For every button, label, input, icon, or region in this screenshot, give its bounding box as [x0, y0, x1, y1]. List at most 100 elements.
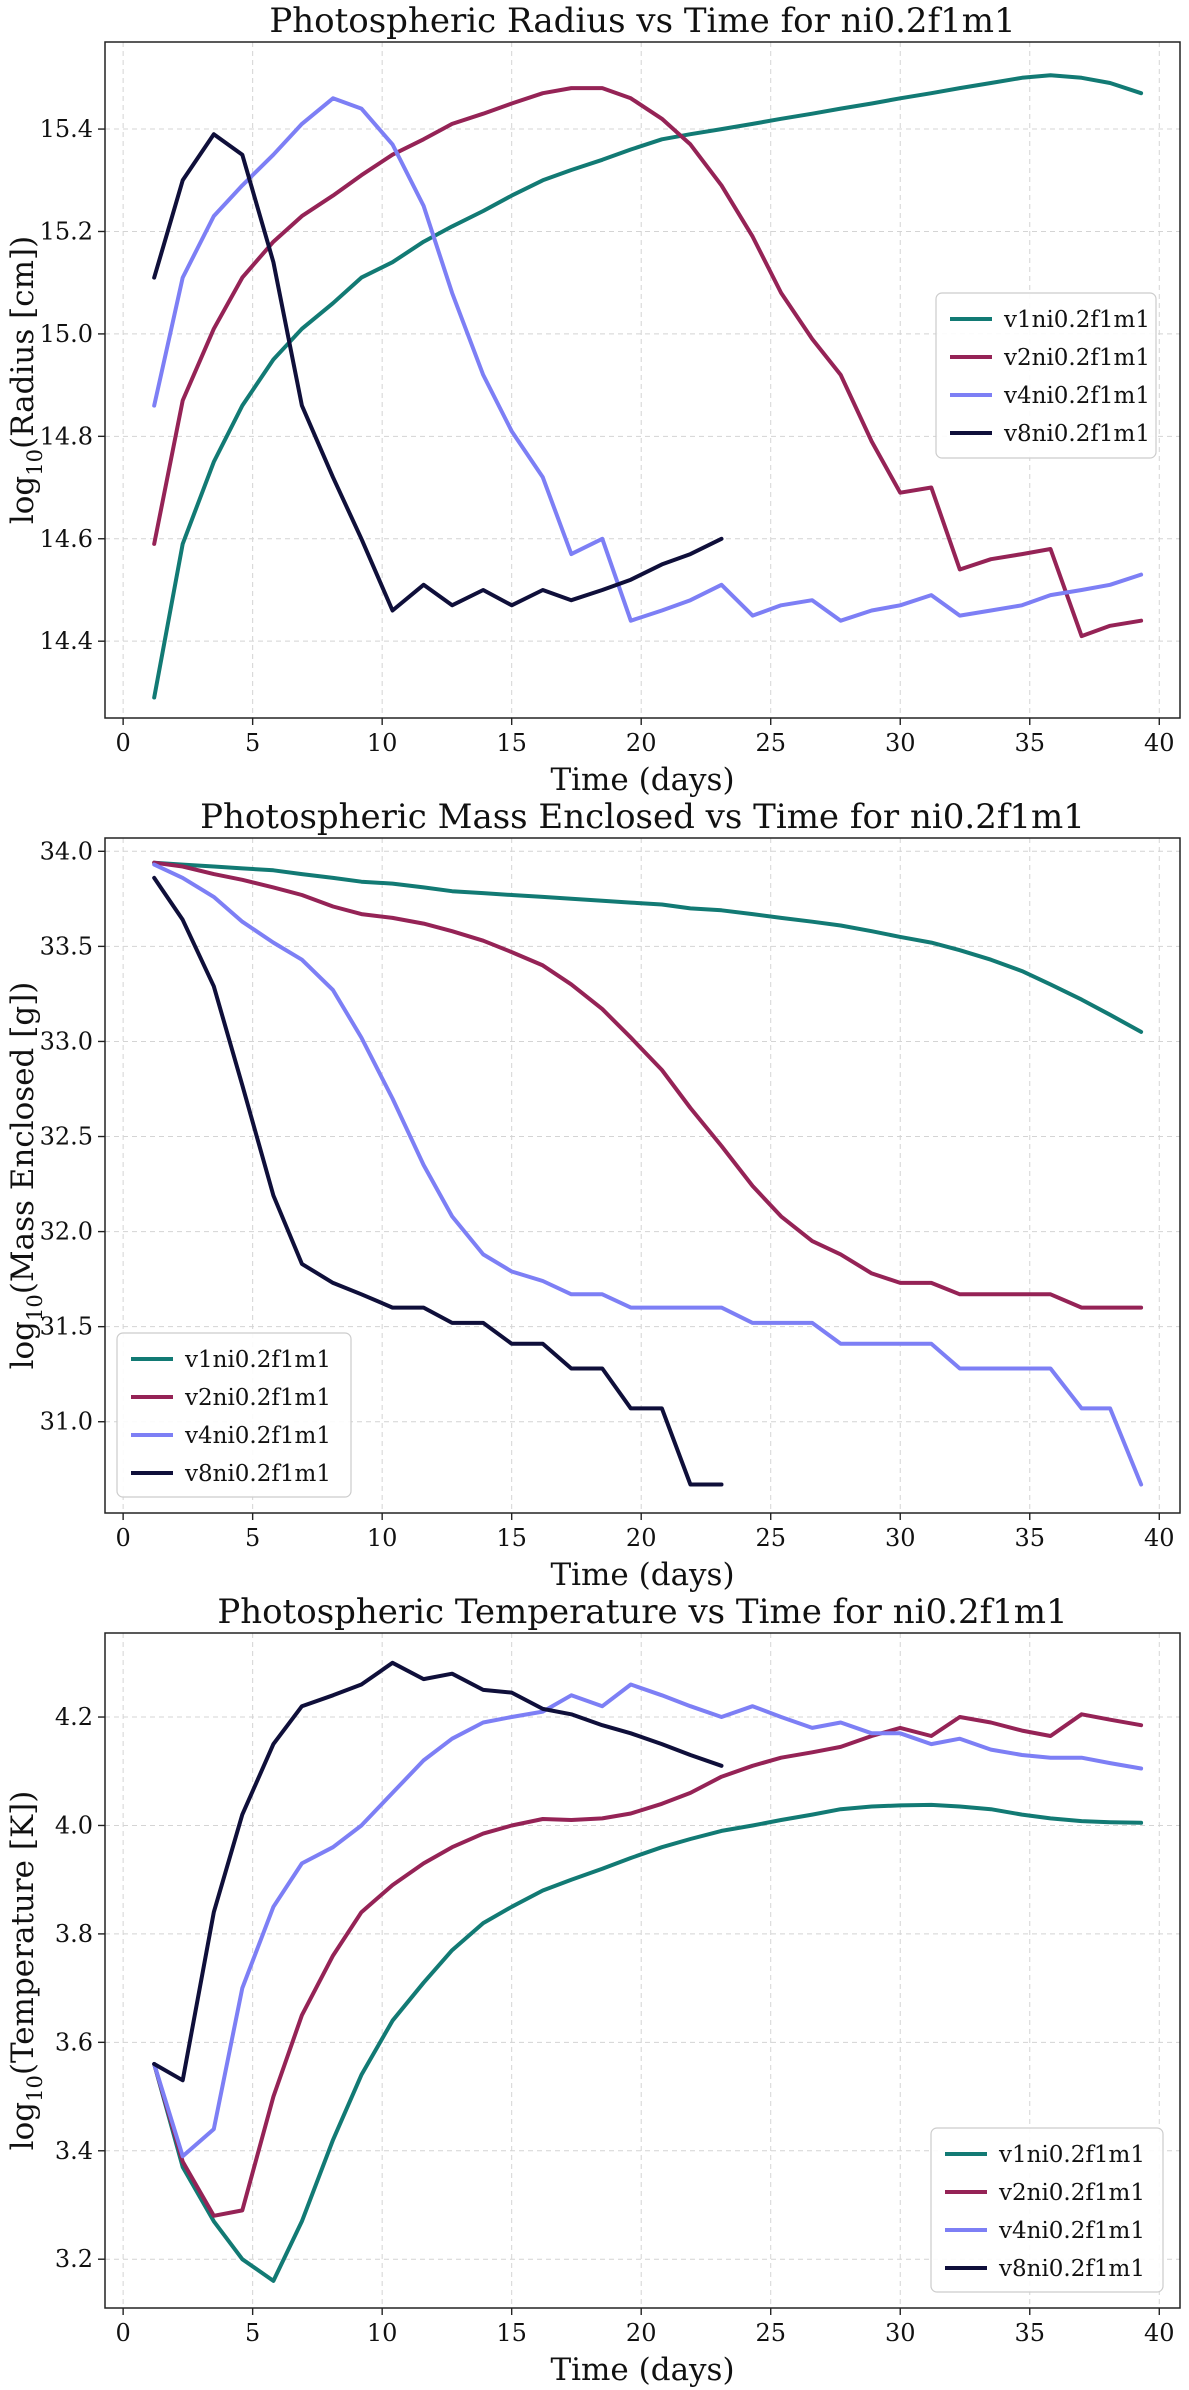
- x-tick-label: 15: [496, 2319, 527, 2347]
- x-tick-label: 20: [626, 2319, 657, 2347]
- x-tick-label: 10: [367, 1524, 398, 1552]
- x-tick-label: 40: [1144, 1524, 1175, 1552]
- legend-label: v1ni0.2f1m1: [1003, 307, 1150, 333]
- legend-label: v8ni0.2f1m1: [998, 2256, 1145, 2282]
- series-line-v4ni0.2f1m1: [152, 862, 1144, 1487]
- y-tick-label: 3.8: [55, 1920, 93, 1948]
- x-tick-label: 35: [1014, 2319, 1045, 2347]
- series-line-v2ni0.2f1m1: [152, 1712, 1144, 2218]
- y-tick-label: 4.2: [55, 1703, 93, 1731]
- x-tick-label: 35: [1014, 1524, 1045, 1552]
- legend: v1ni0.2f1m1 v2ni0.2f1m1 v4ni0.2f1m1 v8ni0.2…: [935, 292, 1157, 459]
- y-axis-label-quantity: (Temperature [K]): [5, 1791, 41, 2075]
- y-tick-label: 3.4: [55, 2137, 93, 2165]
- y-axis-label: log10(Mass Enclosed [g]): [5, 982, 47, 1370]
- x-tick-label: 5: [245, 2319, 260, 2347]
- chart-title: Photospheric Temperature vs Time for ni0…: [217, 1592, 1067, 1632]
- y-tick-label: 15.4: [40, 115, 93, 143]
- chart-panel-1: 0 5 10 15 20 25 30 35 40 14.4 14.6 14.8 15.0 15.2 15.4…: [5, 1, 1181, 798]
- grid: [105, 838, 1180, 1513]
- y-tick-label: 14.6: [40, 525, 93, 553]
- x-tick-label: 20: [626, 1524, 657, 1552]
- series-line-v8ni0.2f1m1: [152, 875, 724, 1487]
- x-axis-label: Time (days): [550, 762, 734, 798]
- plot-frame: [104, 837, 1181, 1514]
- x-tick-label: 25: [755, 729, 786, 757]
- y-tick-label: 15.0: [40, 320, 93, 348]
- y-axis-label-log: log: [5, 1321, 41, 1369]
- chart-title: Photospheric Radius vs Time for ni0.2f1m…: [269, 1, 1015, 41]
- y-axis-label-sub: 10: [23, 449, 47, 476]
- chart-title: Photospheric Mass Enclosed vs Time for n…: [200, 797, 1085, 837]
- series-line-v8ni0.2f1m1: [152, 1660, 724, 2083]
- chart-panel-2: 0 5 10 15 20 25 30 35 40 31.0 31.5 32.0 32.5 33.0 33.5…: [5, 797, 1181, 1593]
- x-tick-label: 10: [367, 729, 398, 757]
- x-tick-label: 15: [496, 1524, 527, 1552]
- legend-label: v1ni0.2f1m1: [998, 2142, 1145, 2168]
- legend-label: v2ni0.2f1m1: [1003, 345, 1150, 371]
- y-axis-label-log: log: [5, 476, 41, 524]
- legend-label: v8ni0.2f1m1: [1003, 421, 1150, 447]
- y-axis-label-sub: 10: [23, 1294, 47, 1321]
- series-line-v4ni0.2f1m1: [152, 96, 1144, 623]
- x-tick-label: 35: [1014, 729, 1045, 757]
- y-tick-label: 4.0: [55, 1811, 93, 1839]
- series-line-v2ni0.2f1m1: [152, 860, 1144, 1310]
- legend-label: v2ni0.2f1m1: [998, 2180, 1145, 2206]
- x-tick-label: 5: [245, 1524, 260, 1552]
- y-axis-label-quantity: (Mass Enclosed [g]): [5, 982, 41, 1295]
- x-axis-label: Time (days): [550, 2352, 734, 2388]
- y-tick-label: 32.0: [40, 1218, 93, 1246]
- legend-label: v4ni0.2f1m1: [1003, 383, 1150, 409]
- x-tick-label: 30: [885, 2319, 916, 2347]
- plot-frame: [104, 41, 1181, 719]
- series-line-v1ni0.2f1m1: [152, 1802, 1144, 2283]
- y-tick-label: 32.5: [40, 1123, 93, 1151]
- y-tick-label: 15.2: [40, 217, 93, 245]
- y-axis-label: log10(Temperature [K]): [5, 1791, 47, 2151]
- x-tick-label: 5: [245, 729, 260, 757]
- legend-box: [935, 292, 1157, 459]
- legend: v1ni0.2f1m1 v2ni0.2f1m1 v4ni0.2f1m1 v8ni0.2…: [116, 1332, 352, 1498]
- y-tick-label: 33.0: [40, 1027, 93, 1055]
- y-axis-label-quantity: (Radius [cm]): [5, 236, 41, 449]
- y-axis-label-sub: 10: [23, 2075, 47, 2102]
- y-tick-label: 3.6: [55, 2028, 93, 2056]
- x-tick-label: 0: [115, 2319, 130, 2347]
- series-line-v1ni0.2f1m1: [152, 860, 1144, 1034]
- legend: v1ni0.2f1m1 v2ni0.2f1m1 v4ni0.2f1m1 v8ni0.2…: [930, 2127, 1164, 2293]
- series-line-v2ni0.2f1m1: [152, 86, 1144, 639]
- series-line-v1ni0.2f1m1: [152, 73, 1144, 700]
- y-tick-label: 31.5: [40, 1313, 93, 1341]
- x-tick-label: 30: [885, 729, 916, 757]
- series-line-v4ni0.2f1m1: [152, 1682, 1144, 2159]
- series-line-v8ni0.2f1m1: [152, 132, 724, 613]
- y-tick-label: 34.0: [40, 837, 93, 865]
- x-tick-label: 20: [626, 729, 657, 757]
- legend-label: v1ni0.2f1m1: [184, 1347, 331, 1373]
- y-tick-label: 14.8: [40, 422, 93, 450]
- x-tick-label: 25: [755, 2319, 786, 2347]
- legend-label: v8ni0.2f1m1: [184, 1461, 331, 1487]
- x-tick-label: 25: [755, 1524, 786, 1552]
- legend-label: v4ni0.2f1m1: [184, 1423, 331, 1449]
- y-axis-label: log10(Radius [cm]): [5, 236, 47, 524]
- plot-frame: [104, 1632, 1181, 2309]
- y-axis-label-log: log: [5, 2102, 41, 2150]
- chart-panel-3: 0 5 10 15 20 25 30 35 40 3.2 3.4 3.6 3.8 4.0 4.2 Photos…: [5, 1592, 1181, 2388]
- legend-label: v2ni0.2f1m1: [184, 1385, 331, 1411]
- y-tick-label: 14.4: [40, 627, 93, 655]
- legend-label: v4ni0.2f1m1: [998, 2218, 1145, 2244]
- x-tick-label: 40: [1144, 2319, 1175, 2347]
- x-axis-label: Time (days): [550, 1557, 734, 1593]
- x-tick-label: 30: [885, 1524, 916, 1552]
- y-tick-label: 3.2: [55, 2245, 93, 2273]
- x-tick-label: 40: [1144, 729, 1175, 757]
- x-tick-label: 0: [115, 1524, 130, 1552]
- legend-box: [930, 2127, 1164, 2293]
- x-tick-label: 10: [367, 2319, 398, 2347]
- x-tick-label: 0: [115, 729, 130, 757]
- y-tick-label: 31.0: [40, 1408, 93, 1436]
- y-tick-label: 33.5: [40, 932, 93, 960]
